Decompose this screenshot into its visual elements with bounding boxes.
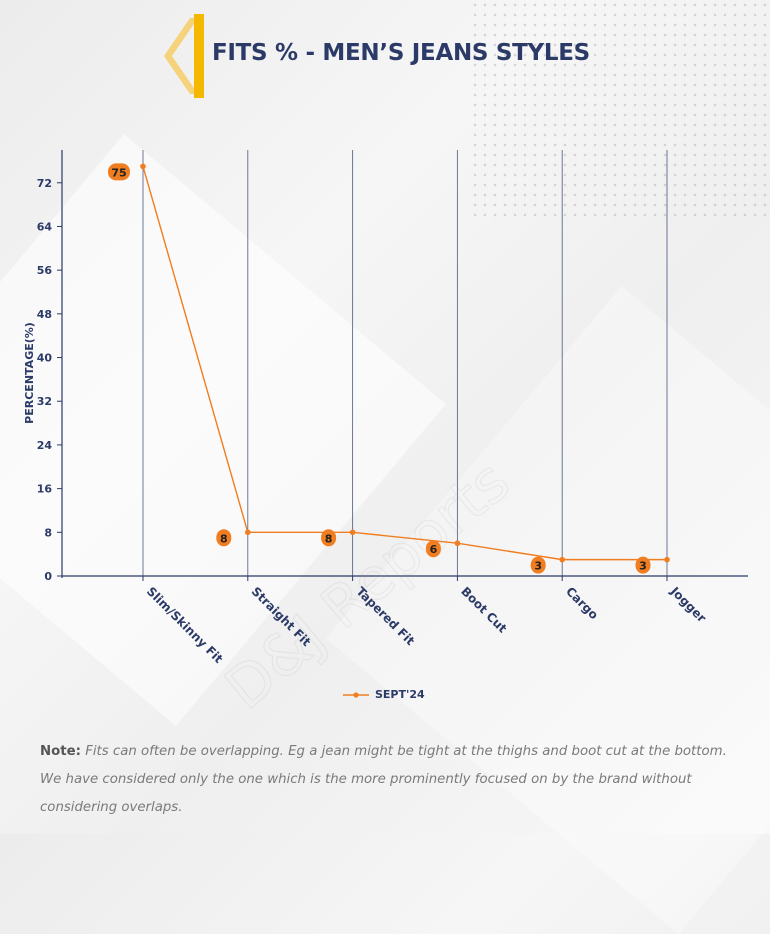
x-tick-label: Cargo [563, 584, 601, 622]
data-point [454, 540, 461, 547]
data-label: 3 [639, 560, 647, 573]
chart-grid [142, 150, 668, 576]
footnote: Note: Fits can often be overlapping. Eg … [40, 738, 740, 822]
y-tick-label: 48 [37, 308, 52, 321]
x-tick-label: Boot Cut [458, 584, 510, 636]
data-point [140, 163, 146, 170]
y-tick-label: 8 [44, 526, 52, 539]
data-label: 6 [430, 543, 438, 556]
y-tick-label: 32 [37, 395, 52, 408]
y-axis-title: PERCENTAGE(%) [23, 322, 36, 424]
data-label: 8 [325, 532, 333, 545]
legend-line-marker-icon [343, 691, 369, 698]
y-tick-label: 72 [37, 177, 52, 190]
x-tick-label: Jogger [667, 584, 709, 626]
data-label: 75 [111, 166, 126, 179]
chevron-logo-icon [164, 14, 204, 98]
y-tick-label: 64 [37, 220, 53, 233]
y-tick-label: 0 [44, 570, 52, 583]
legend-label: SEPT'24 [375, 688, 425, 701]
data-label-bubble [635, 556, 651, 574]
chart-labels: 75 8 8 6 3 3 [108, 163, 651, 574]
dot-pattern [470, 0, 770, 220]
data-point [245, 529, 251, 536]
data-label-bubble [216, 529, 232, 547]
chart-legend: SEPT'24 [343, 688, 425, 701]
y-tick-label: 56 [37, 264, 53, 277]
data-label: 3 [534, 560, 542, 573]
data-label: 8 [220, 532, 228, 545]
page-title: FITS % - MEN’S JEANS STYLES [212, 40, 590, 66]
data-label-bubble [425, 540, 441, 558]
note-text: Fits can often be overlapping. Eg a jean… [40, 744, 727, 815]
y-tick-label: 40 [37, 352, 53, 365]
data-label-bubble [530, 556, 546, 574]
y-tick-label: 16 [37, 483, 53, 496]
data-point [664, 556, 670, 563]
data-point [559, 556, 565, 563]
data-label-bubble [108, 163, 130, 181]
data-label-bubble [321, 529, 337, 547]
data-point [349, 529, 356, 536]
x-tick-label: Slim/Skinny Fit [144, 584, 226, 666]
note-label: Note: [40, 744, 81, 759]
y-tick-label: 24 [37, 439, 53, 452]
chart-series [140, 163, 670, 563]
series-line [142, 166, 667, 561]
line-chart: 0 8 16 24 32 40 48 56 64 72 PERCENTAGE(%) Slim/Skin… [23, 150, 748, 723]
